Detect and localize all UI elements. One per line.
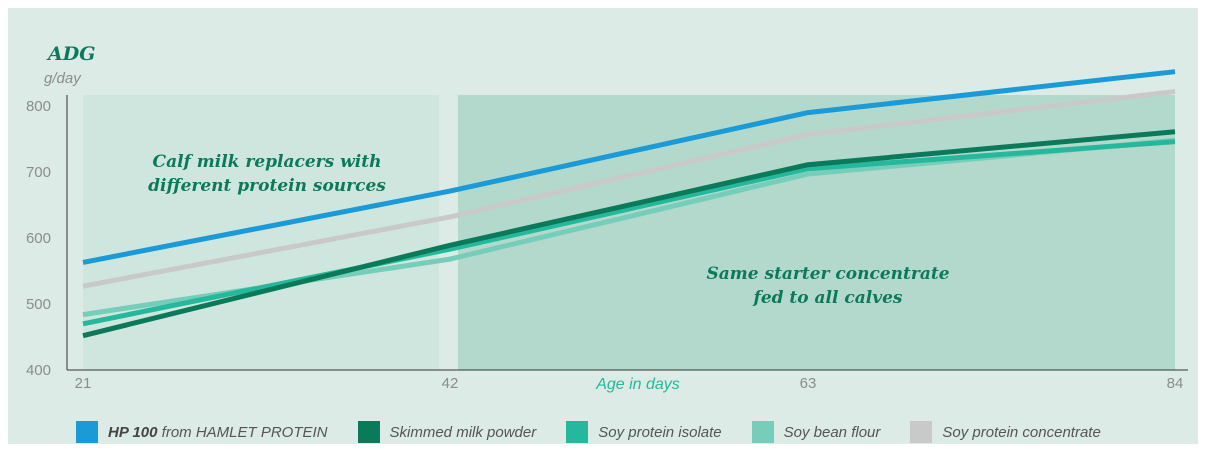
legend-label: Soy bean flour [783, 423, 881, 441]
legend-swatch [76, 421, 98, 443]
legend-item: HP 100 from HAMLET PROTEIN [76, 421, 328, 443]
region-label-starter: Same starter concentrate [706, 264, 949, 284]
y-axis-title: ADG [48, 43, 96, 65]
legend-swatch [357, 421, 380, 443]
legend-item: Soy bean flour [751, 421, 881, 443]
legend-swatch [751, 421, 774, 443]
series-line [82, 129, 1176, 339]
x-tick-label: 84 [1167, 375, 1184, 392]
legend-item: Skimmed milk powder [357, 421, 537, 443]
y-axis-unit: g/day [44, 70, 81, 87]
line-chart: 400 500 600 700 800 21 42 63 84 Age in days Calf m… [26, 69, 1188, 393]
legend-item: Soy protein concentrate [910, 421, 1101, 443]
legend-item: Soy protein isolate [566, 421, 722, 443]
legend-label: Soy protein concentrate [942, 423, 1101, 441]
region-label-milk-replacer: Calf milk replacers with [153, 152, 382, 172]
y-tick-label: 800 [26, 98, 51, 115]
y-tick-label: 700 [26, 164, 51, 181]
legend: HP 100 from HAMLET PROTEIN Skimmed milk p… [76, 421, 1131, 443]
x-tick-label: 42 [442, 375, 459, 392]
series-line [82, 89, 1176, 289]
legend-label: Skimmed milk powder [389, 423, 537, 441]
y-tick-label: 600 [26, 230, 51, 247]
y-tick-label: 400 [26, 362, 51, 379]
y-tick-label: 500 [26, 296, 51, 313]
region-label-starter: fed to all calves [753, 288, 903, 308]
legend-swatch [910, 421, 933, 443]
region-label-milk-replacer: different protein sources [148, 176, 386, 196]
legend-swatch [566, 421, 589, 443]
region-milk-replacer [83, 95, 439, 370]
x-tick-label: 21 [75, 375, 92, 392]
legend-label: HP 100 from HAMLET PROTEIN [108, 423, 328, 441]
chart-panel: 400 500 600 700 800 21 42 63 84 Age in days Calf m… [8, 8, 1198, 444]
legend-label: Soy protein isolate [598, 423, 722, 441]
x-tick-label: 63 [800, 375, 817, 392]
series-line [82, 139, 1176, 327]
x-axis-title: Age in days [595, 376, 680, 393]
series-line [82, 69, 1176, 265]
